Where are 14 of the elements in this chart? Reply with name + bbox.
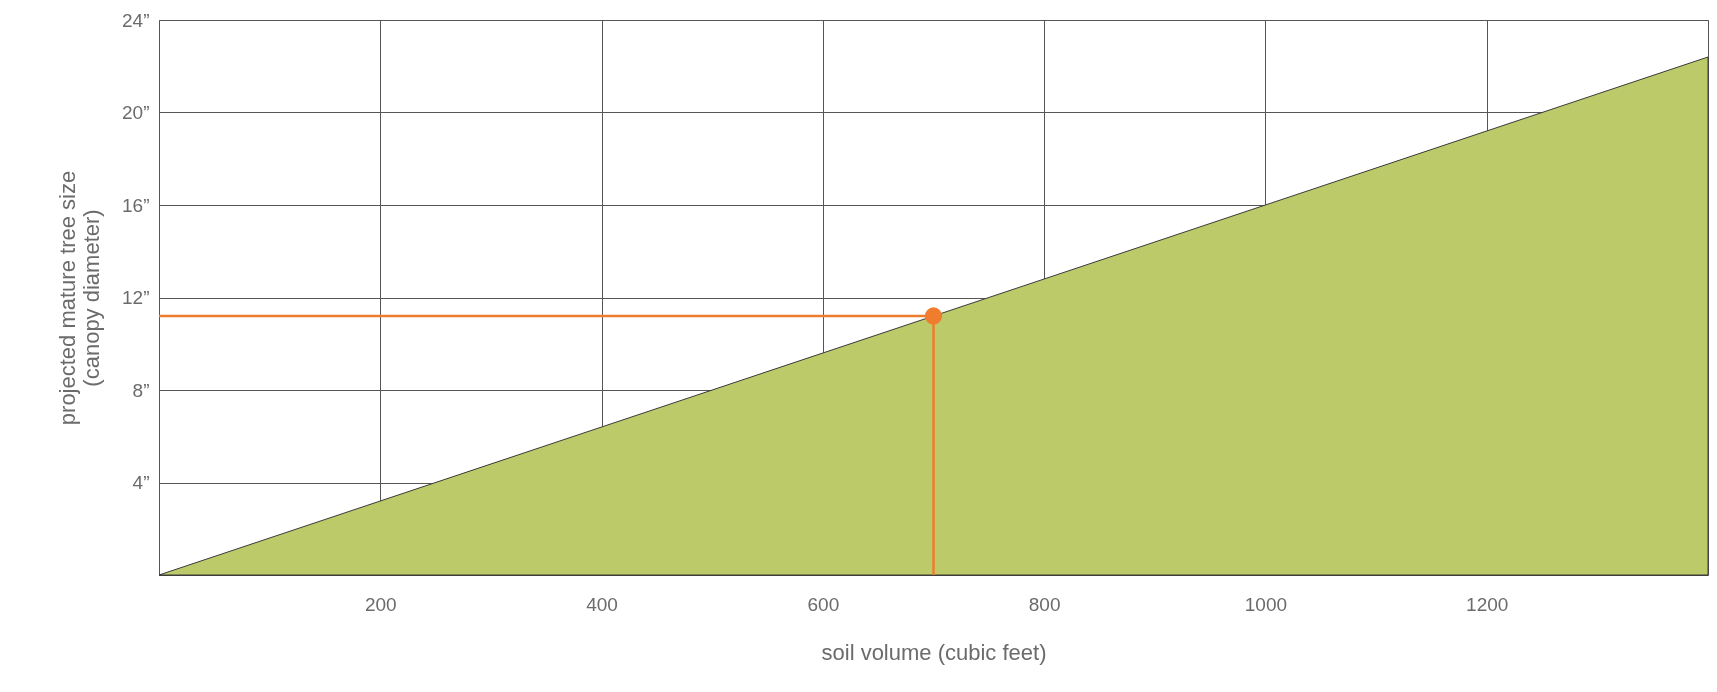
x-tick-label: 400: [586, 593, 618, 615]
y-tick-label: 4”: [132, 472, 150, 493]
y-tick-label: 8”: [132, 379, 150, 401]
y-axis-title: projected mature tree size (canopy diameter): [55, 170, 105, 426]
x-tick-label: 800: [1028, 593, 1061, 615]
y-tick-label: 20”: [122, 102, 150, 123]
y-tick-label: 16”: [122, 194, 150, 216]
x-tick-label: 200: [364, 593, 397, 615]
y-tick-label: 24”: [122, 9, 150, 31]
x-tick-label: 1200: [1466, 593, 1509, 615]
x-tick-label: 600: [807, 593, 840, 615]
x-tick-label: 1000: [1244, 593, 1288, 615]
y-tick-label: 12”: [122, 287, 150, 308]
x-axis-title: soil volume (cubic feet): [821, 639, 1047, 665]
